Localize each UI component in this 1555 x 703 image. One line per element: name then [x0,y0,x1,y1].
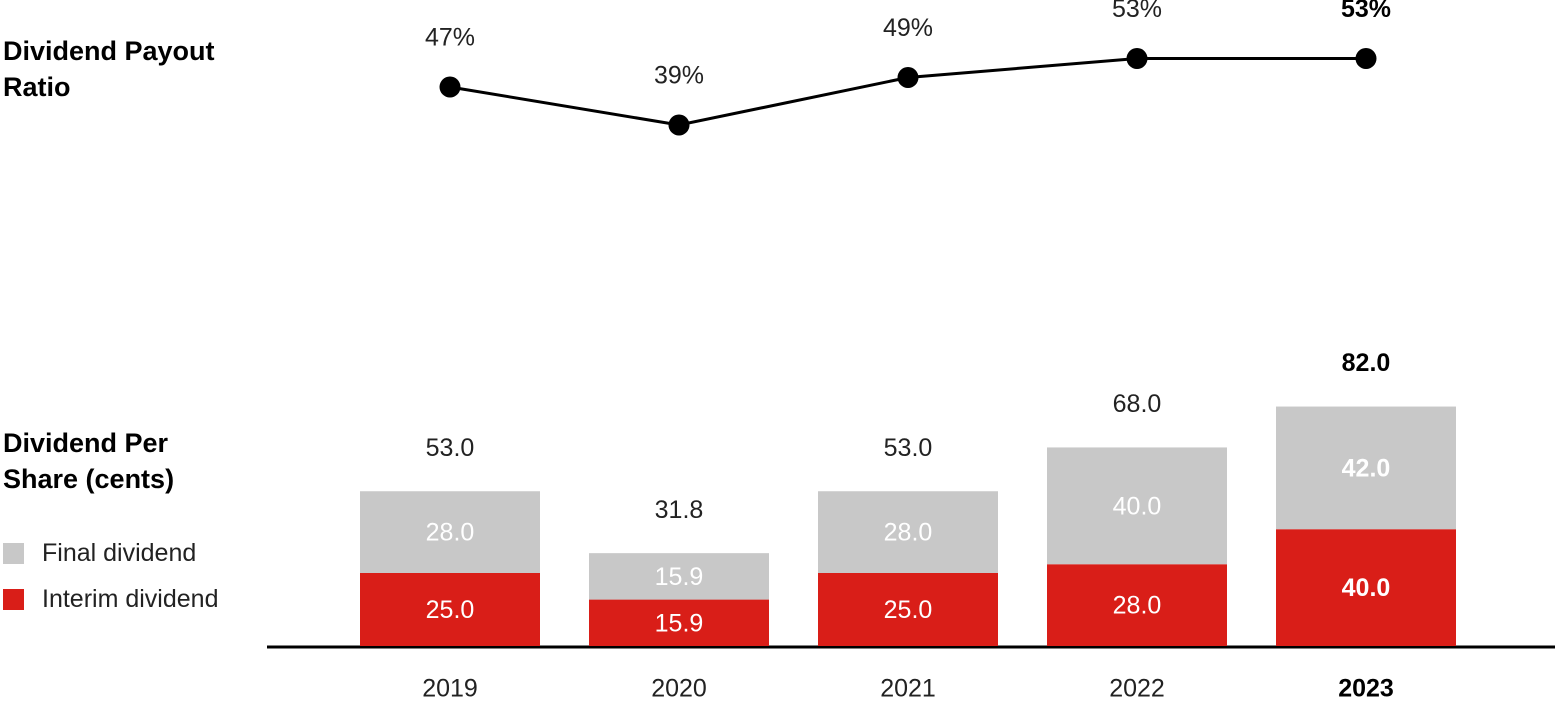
bar-final-label-2021: 28.0 [884,519,933,547]
bar-interim-label-2023: 40.0 [1342,574,1391,602]
x-tick-label-2023: 2023 [1338,675,1394,703]
bar-total-label-2023: 82.0 [1342,349,1391,377]
bar-final-2022 [1047,447,1227,565]
bar-interim-2020 [589,599,769,646]
legend-swatch-interim [3,588,24,610]
bar-total-label-2019: 53.0 [426,434,475,462]
bar-final-2019 [360,491,540,573]
payout-ratio-point-2020 [668,114,690,136]
bar-final-label-2023: 42.0 [1342,454,1391,482]
x-tick-label-2020: 2020 [651,675,707,703]
bar-interim-2023 [1276,529,1456,646]
legend-item-interim: Interim dividend [3,576,218,622]
payout-ratio-label-2022: 53% [1112,0,1162,23]
payout-ratio-label-2023: 53% [1341,0,1391,23]
payout-ratio-heading: Dividend Payout Ratio [3,36,215,102]
bar-final-2023 [1276,406,1456,530]
x-tick-label-2022: 2022 [1109,675,1165,703]
legend-item-final: Final dividend [3,530,218,576]
bar-interim-2022 [1047,564,1227,646]
bar-interim-label-2021: 25.0 [884,596,933,624]
bar-final-label-2019: 28.0 [426,519,475,547]
bar-total-label-2022: 68.0 [1113,390,1162,418]
bar-final-label-2020: 15.9 [655,563,704,591]
legend-label-final: Final dividend [42,538,197,567]
payout-ratio-point-2021 [897,67,919,88]
bar-interim-2021 [818,573,998,646]
payout-ratio-point-2023 [1355,48,1377,69]
bar-total-label-2020: 31.8 [655,496,704,524]
payout-ratio-label-2019: 47% [425,24,475,52]
x-tick-label-2021: 2021 [880,675,936,703]
legend-label-interim: Interim dividend [42,584,219,613]
bar-interim-2019 [360,573,540,646]
dps-heading: Dividend Per Share (cents) [3,428,175,494]
payout-ratio-point-2022 [1126,48,1148,69]
legend: Final dividend Interim dividend [3,530,218,622]
bar-final-2021 [818,491,998,573]
legend-swatch-final [3,542,24,564]
bar-interim-label-2022: 28.0 [1113,592,1162,620]
x-tick-label-2019: 2019 [422,675,478,703]
payout-ratio-point-2019 [439,76,461,98]
bar-final-label-2022: 40.0 [1113,492,1162,520]
bar-interim-label-2020: 15.9 [655,609,704,637]
payout-ratio-label-2021: 49% [883,14,933,42]
bar-total-label-2021: 53.0 [884,434,933,462]
payout-ratio-label-2020: 39% [654,62,704,90]
bar-final-2020 [589,553,769,600]
bar-interim-label-2019: 25.0 [426,596,475,624]
